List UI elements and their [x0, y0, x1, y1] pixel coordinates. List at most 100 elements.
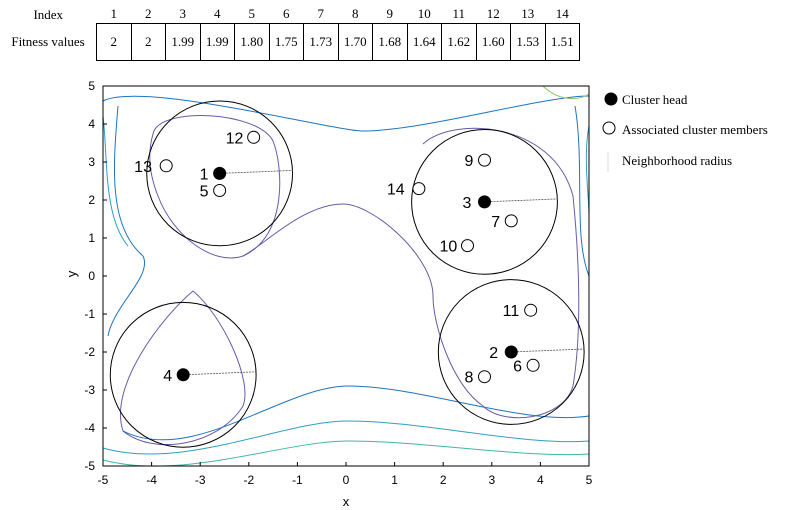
x-tick-label: 1	[391, 473, 398, 487]
cluster-member-point	[478, 153, 492, 167]
fitness-cell: 2	[96, 23, 132, 61]
legend-member-label: Associated cluster members	[622, 122, 768, 137]
y-tick-label: 5	[88, 79, 95, 93]
radius-line	[484, 198, 558, 203]
index-cell: 2	[145, 6, 152, 21]
legend-member-marker	[602, 121, 616, 135]
point-label: 1	[200, 166, 209, 183]
x-tick-label: 0	[343, 473, 350, 487]
fitness-cell: 1.60	[475, 23, 511, 61]
x-tick-label: -4	[146, 473, 157, 487]
legend-cluster-head-marker	[604, 92, 618, 106]
contour-line	[107, 105, 146, 337]
point-label: 6	[513, 358, 522, 375]
contour-line	[120, 290, 246, 446]
index-cell: 9	[386, 6, 394, 21]
contour-line	[242, 127, 580, 419]
x-axis-label: x	[343, 494, 350, 509]
index-cell: 5	[248, 6, 256, 21]
y-tick-label: -5	[84, 459, 95, 473]
x-tick-label: -5	[98, 473, 109, 487]
fitness-cell: 1.73	[303, 23, 339, 61]
point-label: 9	[465, 153, 474, 170]
y-tick-label: -3	[84, 383, 95, 397]
radius-lines	[183, 170, 585, 376]
legend: Cluster head Associated cluster members Ne…	[602, 92, 768, 172]
y-tick-label: 1	[88, 231, 95, 245]
cluster-member-point	[213, 184, 227, 197]
legend-cluster-head-label: Cluster head	[622, 92, 688, 107]
x-tick-label: 4	[537, 473, 544, 487]
contour-line	[122, 385, 590, 441]
fitness-cell: 1.75	[268, 23, 304, 61]
y-tick-label: 3	[88, 155, 95, 169]
radius-line	[511, 348, 585, 353]
fitness-cell: 1.53	[510, 23, 546, 61]
index-cell: 8	[352, 6, 359, 21]
cluster-member-point	[524, 303, 538, 317]
fitness-cell: 1.51	[544, 23, 580, 61]
neighborhood-circle	[109, 301, 257, 448]
contour-line	[574, 105, 590, 277]
index-cell: 1	[110, 6, 118, 21]
contour-line	[102, 420, 590, 455]
cluster-member-point	[247, 130, 261, 144]
contour-line	[102, 440, 590, 467]
index-cell: 12	[486, 6, 500, 21]
point-label: 10	[440, 239, 458, 256]
radius-line	[183, 371, 257, 376]
cluster-member-point	[412, 182, 426, 196]
y-tick-label: -1	[84, 307, 95, 321]
neighborhood-circle	[146, 100, 294, 247]
cluster-member-point	[526, 358, 540, 372]
x-tick-label: 2	[440, 473, 447, 487]
x-tick-label: 3	[488, 473, 495, 487]
index-label: Index	[33, 6, 64, 22]
point-label: 13	[134, 159, 152, 176]
radius-line	[219, 170, 293, 174]
x-tick-label: -2	[243, 473, 254, 487]
index-cell: 13	[521, 6, 535, 21]
fitness-table: Index 1 2 3 4 5 6 7 8 9 10 11 12 13 14 Fitness values…	[0, 0, 580, 61]
index-cell: 3	[179, 6, 187, 21]
y-tick-label: 0	[88, 269, 95, 283]
y-tick-label: 4	[88, 117, 95, 131]
contour-lines	[102, 85, 590, 467]
index-cell: 6	[283, 6, 290, 21]
y-tick-label: 2	[88, 193, 95, 207]
contour-line	[102, 95, 590, 132]
contour-line	[542, 85, 590, 99]
cluster-head-point	[504, 345, 518, 359]
neighborhood-circles	[109, 100, 585, 448]
cluster-head-point	[213, 166, 227, 180]
point-label: 3	[463, 195, 472, 212]
index-cell: 4	[214, 6, 221, 21]
point-label: 14	[387, 182, 405, 199]
x-tick-label: -1	[292, 473, 303, 487]
cluster-member-point	[461, 239, 474, 253]
point-label: 12	[226, 130, 244, 147]
index-cell: 10	[417, 6, 431, 21]
point-label: 11	[503, 303, 520, 320]
cluster-head-point	[478, 195, 492, 209]
neighborhood-circle	[411, 129, 558, 275]
x-tick-label: -3	[195, 473, 206, 487]
cluster-member-point	[478, 370, 492, 384]
cluster-member-point	[159, 159, 173, 173]
neighborhood-circle	[437, 279, 585, 425]
index-row: Index 1 2 3 4 5 6 7 8 9 10 11 12 13 14	[0, 0, 580, 24]
index-cell: 11	[452, 6, 466, 21]
y-tick-label: -2	[84, 345, 95, 359]
fitness-label: Fitness values	[11, 34, 85, 49]
fitness-cell: 1.70	[337, 23, 373, 61]
legend-radius-label: Neighborhood radius	[622, 153, 732, 168]
fitness-cell: 1.80	[234, 23, 270, 61]
point-label: 4	[163, 368, 172, 385]
fitness-row: Fitness values 2 2 1.99 1.99 1.80 1.75 1.73 1.7…	[0, 23, 580, 61]
cluster-head-point	[176, 368, 190, 382]
point-label: 2	[489, 345, 498, 362]
contour-line	[102, 115, 129, 247]
